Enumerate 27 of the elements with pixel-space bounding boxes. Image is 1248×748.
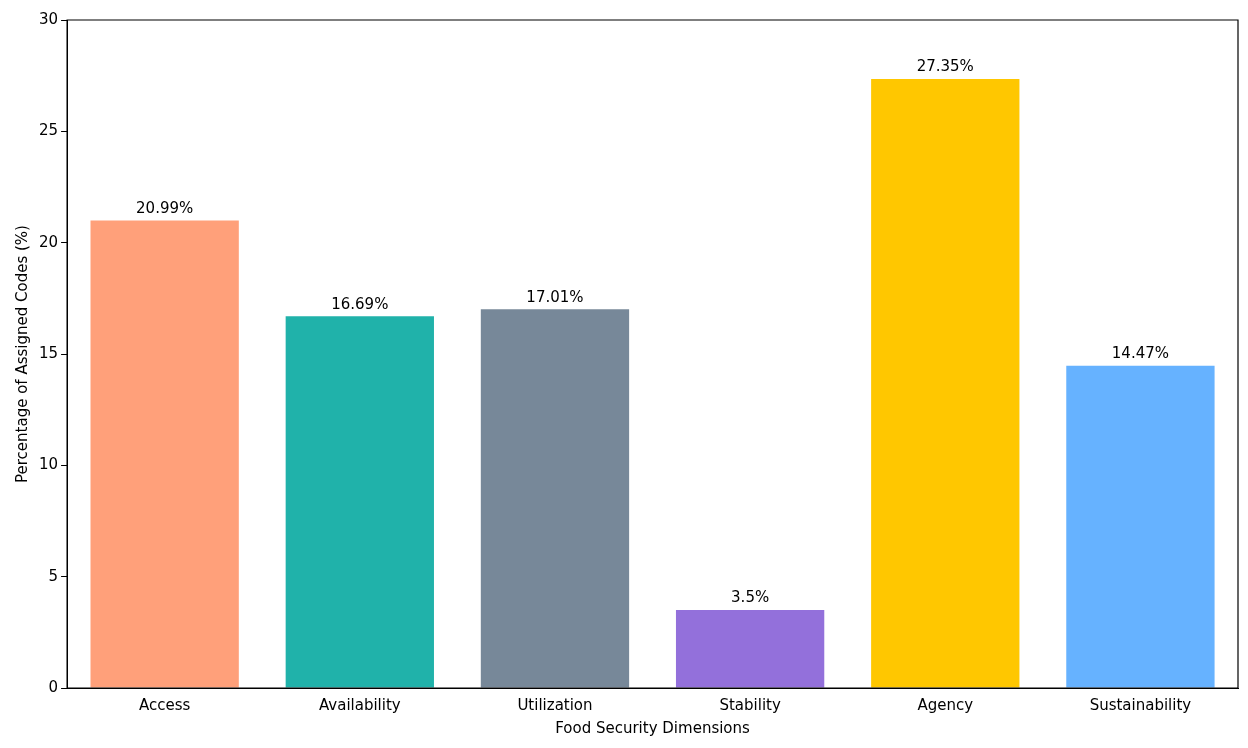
y-tick-label: 30 [38,9,59,28]
x-tick-label: Access [138,695,191,714]
bar [1066,365,1215,688]
bar [675,610,825,688]
data-label: 3.5% [731,588,770,607]
y-axis-title: Percentage of Assigned Codes (%) [12,225,31,483]
y-tick-label: 25 [38,121,59,140]
x-tick-label: Availability [318,695,401,714]
y-tick-label: 0 [48,677,59,696]
data-label: 27.35% [916,57,974,76]
bar [871,79,1020,688]
y-tick-label: 20 [38,232,59,251]
data-label: 14.47% [1111,344,1170,363]
bar [285,316,434,688]
bar [90,220,239,688]
data-label: 16.69% [331,294,389,313]
data-label: 17.01% [526,287,584,306]
y-tick-label: 10 [38,455,59,474]
x-tick-label: Agency [917,695,974,714]
x-tick-label: Sustainability [1089,695,1192,714]
x-axis-title: Food Security Dimensions [555,718,751,737]
data-label: 20.99% [136,199,194,218]
x-tick-label: Stability [719,695,781,714]
y-tick-label: 15 [38,343,59,362]
bar [480,309,630,688]
x-tick-label: Utilization [517,695,593,714]
y-tick-label: 5 [48,566,59,585]
